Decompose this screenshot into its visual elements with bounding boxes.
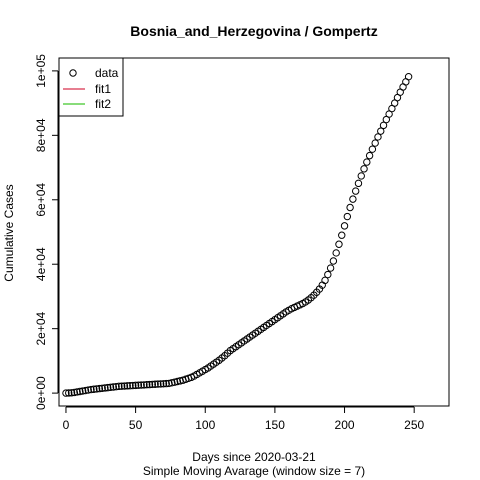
data-point <box>148 380 157 389</box>
data-point <box>162 379 170 388</box>
data-point <box>365 151 374 160</box>
y-tick-label: 2e+04 <box>34 311 48 345</box>
data-point <box>62 389 70 397</box>
data-point <box>120 382 129 390</box>
data-point <box>326 264 335 272</box>
x-axis-label: Days since 2020-03-21 <box>192 450 316 464</box>
data-point <box>73 388 81 396</box>
data-point <box>67 389 76 397</box>
data-point <box>78 387 87 395</box>
data-point <box>168 379 176 387</box>
data-point <box>129 381 137 390</box>
y-tick-label: 8e+04 <box>34 118 48 152</box>
data-point <box>117 382 126 390</box>
y-axis: 0e+00 2e+04 4e+04 6e+04 8e+04 1e+05 <box>34 54 59 410</box>
legend-label-fit1: fit1 <box>95 82 111 96</box>
data-point <box>101 384 109 392</box>
data-point <box>329 257 338 265</box>
data-point <box>354 179 363 188</box>
x-tick-label: 50 <box>129 418 143 432</box>
legend-box <box>58 57 124 117</box>
data-point <box>338 231 346 239</box>
data-point <box>363 158 371 166</box>
plot-frame <box>58 57 450 407</box>
y-tick-label: 0e+00 <box>34 376 48 410</box>
data-point <box>109 383 118 391</box>
legend-label-data: data <box>95 66 119 80</box>
data-point <box>140 381 148 389</box>
data-point <box>92 385 101 393</box>
data-point <box>321 276 329 285</box>
data-point <box>374 133 382 141</box>
data-point <box>349 195 357 203</box>
legend-data-marker <box>69 69 77 77</box>
data-point <box>173 377 182 386</box>
data-point <box>340 222 349 230</box>
data-point <box>379 121 388 130</box>
y-tick-label: 4e+04 <box>34 247 48 281</box>
y-tick-label: 6e+04 <box>34 183 48 217</box>
data-point <box>81 386 90 395</box>
data-point <box>154 380 162 388</box>
data-point <box>368 145 377 153</box>
data-point <box>131 381 140 390</box>
data-point <box>377 127 385 135</box>
data-points <box>62 72 413 397</box>
legend: data fit1 fit2 <box>58 57 124 117</box>
data-point <box>137 381 145 389</box>
data-point <box>65 389 73 397</box>
data-point <box>351 187 360 195</box>
data-point <box>165 379 173 388</box>
data-point <box>156 380 165 388</box>
x-tick-label: 200 <box>335 418 355 432</box>
data-point <box>371 139 379 147</box>
y-axis-label: Cumulative Cases <box>2 184 16 281</box>
data-point <box>112 382 120 391</box>
data-point <box>90 385 98 393</box>
data-point <box>332 249 340 257</box>
y-tick-label: 1e+05 <box>34 54 48 88</box>
data-point <box>123 382 131 390</box>
data-point <box>95 384 104 393</box>
legend-label-fit2: fit2 <box>95 97 111 111</box>
data-point <box>170 378 179 386</box>
x-tick-label: 150 <box>265 418 285 432</box>
data-point <box>335 240 343 248</box>
x-tick-label: 0 <box>63 418 70 432</box>
data-point <box>357 172 365 180</box>
data-point <box>134 381 143 389</box>
chart-title: Bosnia_and_Herzegovina / Gompertz <box>130 23 377 39</box>
data-point <box>151 380 159 388</box>
data-point <box>145 380 154 389</box>
data-point <box>360 165 368 173</box>
data-point <box>126 382 134 390</box>
data-point <box>343 212 352 221</box>
data-point <box>87 385 95 394</box>
data-point <box>76 387 84 396</box>
data-point <box>98 384 106 392</box>
data-point <box>404 72 413 81</box>
x-tick-label: 100 <box>195 418 215 432</box>
data-point <box>84 386 92 394</box>
x-axis: 0 50 100 150 200 250 <box>63 406 425 432</box>
data-point <box>346 203 354 212</box>
data-point <box>106 383 115 392</box>
data-point <box>70 388 79 397</box>
data-point <box>143 381 151 389</box>
data-point <box>104 383 112 392</box>
x-tick-label: 250 <box>404 418 424 432</box>
data-point <box>324 270 332 279</box>
x-axis-sublabel: Simple Moving Avarage (window size = 7) <box>143 464 365 478</box>
data-point <box>115 382 123 391</box>
data-point <box>159 380 168 388</box>
